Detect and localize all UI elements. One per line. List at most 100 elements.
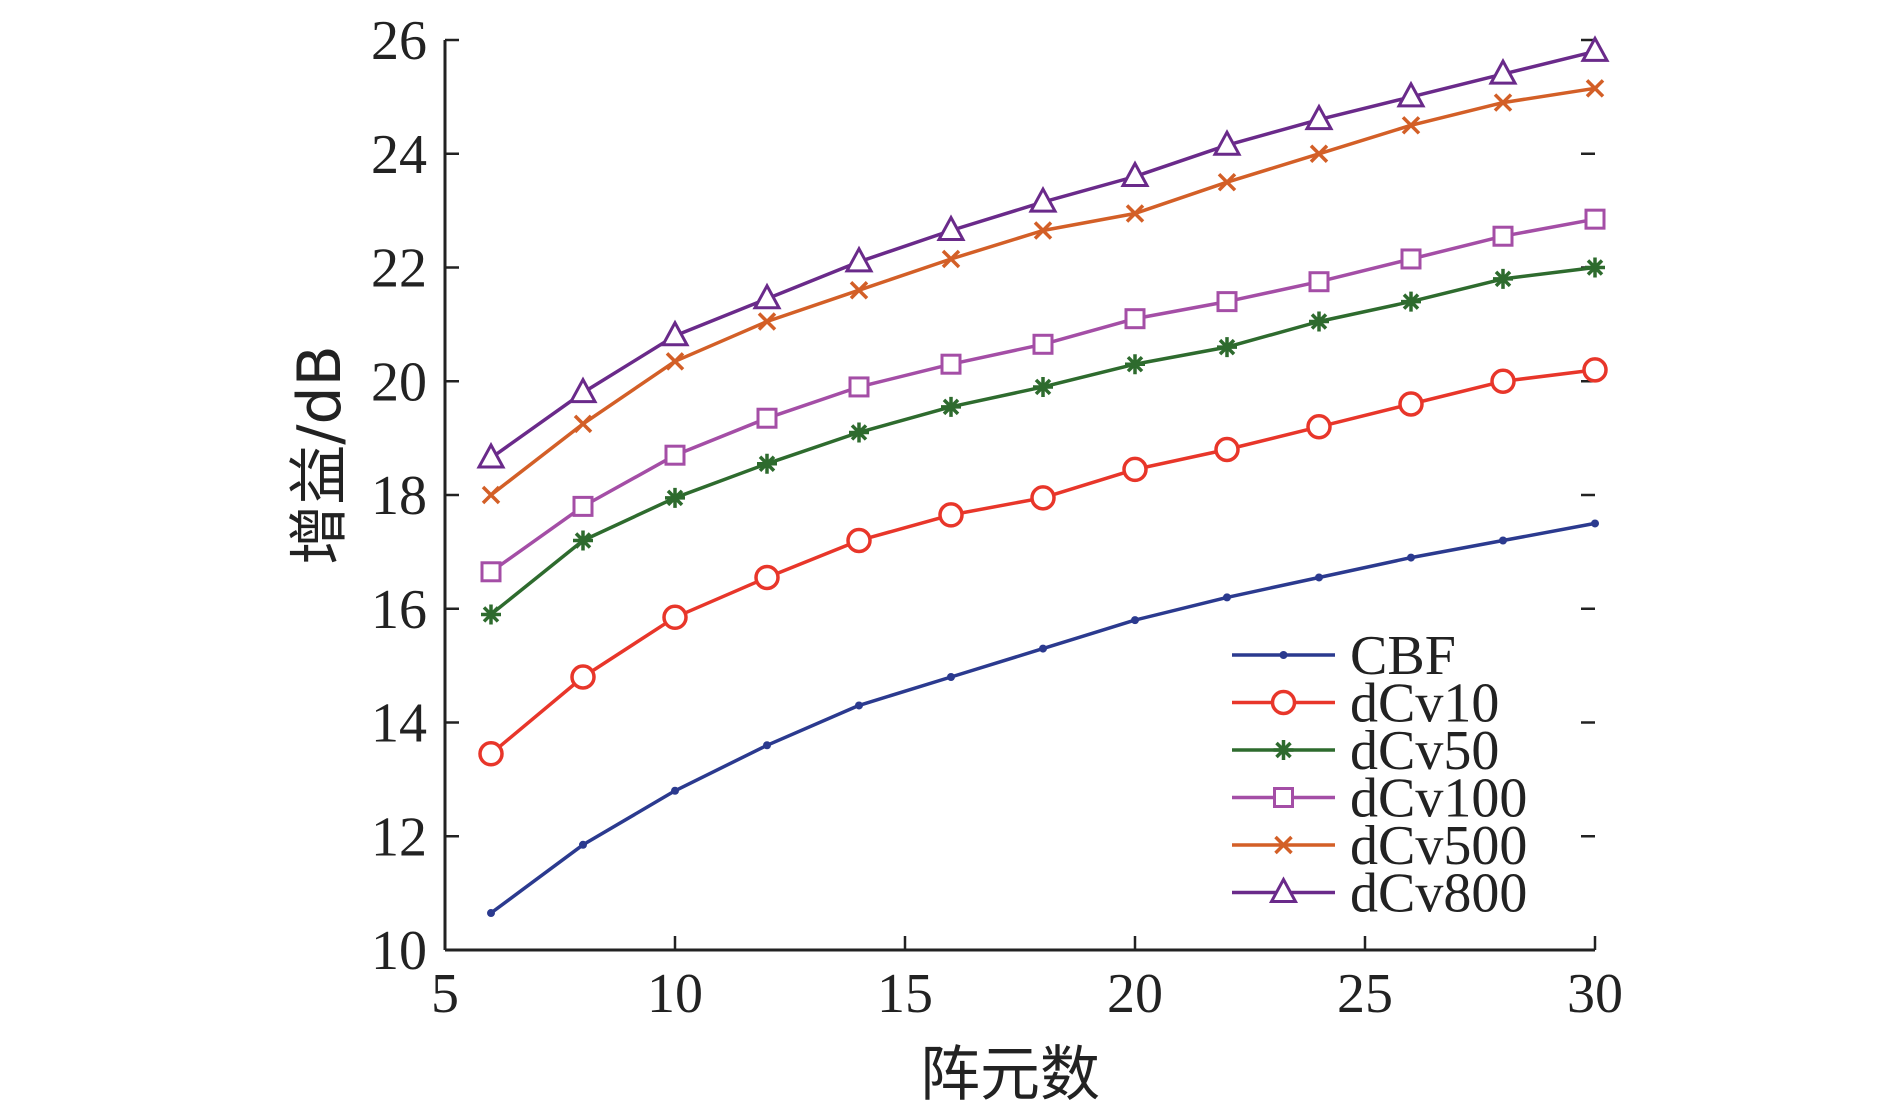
y-tick-label: 20 (371, 351, 427, 413)
y-tick-label: 16 (371, 579, 427, 641)
legend-marker (1274, 835, 1293, 855)
y-tick-label: 12 (371, 806, 427, 868)
series-line (489, 265, 1596, 616)
data-point (1308, 271, 1330, 293)
data-point (1584, 208, 1606, 230)
data-point (940, 353, 962, 375)
data-point (480, 561, 502, 583)
data-point (756, 407, 778, 429)
data-point (938, 502, 964, 528)
data-point (1400, 248, 1422, 270)
data-point (1120, 160, 1150, 187)
data-point (1216, 291, 1238, 313)
y-tick-label: 18 (371, 465, 427, 527)
data-point (849, 422, 869, 443)
data-point (1030, 485, 1056, 511)
data-point (757, 312, 777, 331)
data-point (1492, 225, 1514, 247)
y-axis-title: 增益/dB (285, 345, 355, 564)
data-point (848, 376, 870, 398)
data-point (941, 396, 961, 417)
x-tick-label: 15 (877, 963, 933, 1025)
series-dCv10 (478, 357, 1608, 767)
data-point (1214, 436, 1240, 463)
y-tick-label: 26 (371, 10, 427, 72)
data-point (1122, 456, 1148, 483)
data-point (573, 530, 593, 551)
legend-label: dCv50 (1350, 720, 1499, 782)
legend-entry: dCv500 (1232, 815, 1527, 877)
data-point (763, 741, 771, 750)
data-point (1033, 376, 1053, 397)
data-point (1304, 103, 1334, 131)
data-point (481, 485, 501, 505)
data-point (1028, 185, 1058, 213)
data-point (1306, 414, 1332, 440)
legend-marker (1268, 876, 1299, 903)
data-point (573, 414, 593, 434)
legend-entry: dCv50 (1232, 720, 1499, 782)
data-point (665, 352, 685, 371)
legend-marker (1279, 651, 1288, 659)
data-point (1315, 573, 1323, 582)
data-point (844, 245, 874, 273)
data-point (1217, 172, 1237, 192)
data-point (936, 214, 966, 242)
legend-label: CBF (1350, 625, 1456, 687)
legend-label: dCv10 (1350, 673, 1499, 735)
data-point (1032, 333, 1054, 355)
data-point (665, 487, 685, 508)
x-tick-label: 5 (431, 963, 459, 1025)
data-point (1493, 268, 1513, 289)
series-dCv100 (480, 208, 1606, 583)
y-tick-label: 10 (371, 920, 427, 982)
data-point (1580, 35, 1610, 62)
data-point (1033, 221, 1053, 240)
data-point (660, 319, 690, 347)
data-point (568, 376, 598, 404)
data-point (662, 604, 688, 631)
data-point (1585, 257, 1605, 278)
data-point (671, 786, 679, 795)
series-group (476, 35, 1610, 918)
data-point (941, 249, 961, 269)
data-point (664, 444, 686, 466)
legend-label: dCv800 (1350, 863, 1527, 925)
data-point (849, 281, 869, 300)
data-point (1309, 144, 1329, 163)
data-point (1488, 57, 1518, 85)
data-point (1493, 93, 1513, 112)
x-tick-label: 25 (1337, 963, 1393, 1025)
x-tick-label: 10 (647, 963, 703, 1025)
data-point (570, 664, 596, 690)
data-point (1039, 644, 1047, 653)
x-axis-title: 阵元数 (920, 1040, 1100, 1110)
data-point (1223, 593, 1231, 602)
data-point (1398, 391, 1424, 417)
y-tick-label: 14 (371, 693, 427, 755)
y-tick-label: 24 (371, 124, 427, 186)
y-tick-label: 22 (371, 238, 427, 300)
data-point (1124, 308, 1146, 330)
data-point (1309, 311, 1329, 332)
data-point (1585, 79, 1605, 98)
legend-label: dCv100 (1350, 768, 1527, 830)
data-point (855, 701, 863, 710)
legend-entry: dCv800 (1232, 863, 1527, 925)
data-point (579, 840, 587, 849)
legend-entry: CBF (1232, 625, 1456, 687)
legend-label: dCv500 (1350, 815, 1527, 877)
data-point (757, 453, 777, 474)
data-point (1125, 204, 1145, 223)
series-dCv800 (476, 35, 1610, 469)
data-point (1407, 553, 1415, 562)
legend-marker (1273, 740, 1294, 760)
data-point (478, 741, 504, 767)
data-point (1125, 354, 1145, 375)
legend-entry: dCv100 (1232, 768, 1527, 830)
series-dCv50 (481, 257, 1605, 625)
data-point (1131, 616, 1139, 625)
series-CBF (487, 519, 1599, 918)
